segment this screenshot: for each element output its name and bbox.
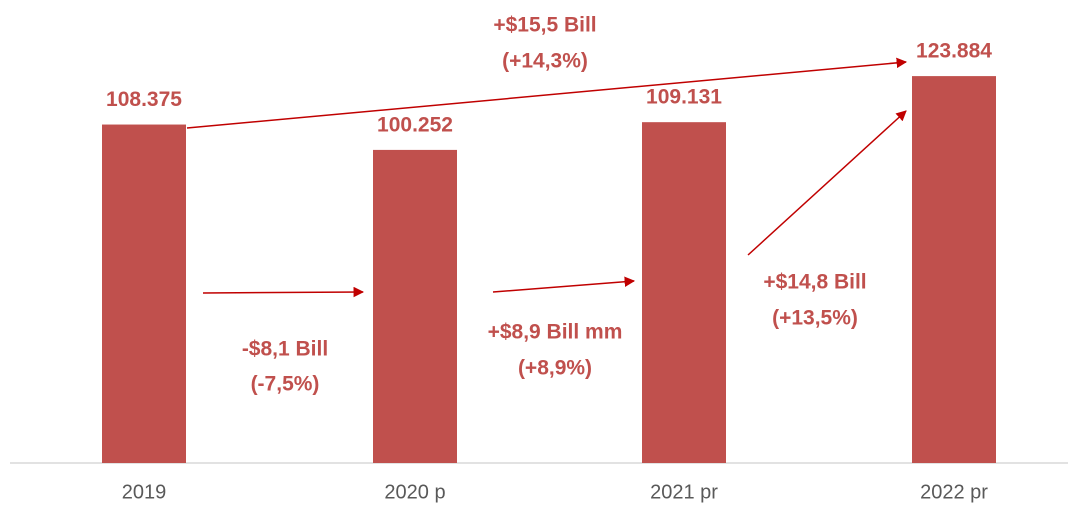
x-tick-label: 2020 p xyxy=(384,481,445,503)
arrow xyxy=(492,276,636,293)
annotation: (+8,9%) xyxy=(518,357,592,380)
arrow xyxy=(202,286,365,298)
annotation: (+13,5%) xyxy=(772,307,858,330)
x-tick-label: 2022 pr xyxy=(920,481,988,503)
value-label: 109.131 xyxy=(646,86,722,109)
bar xyxy=(102,124,186,464)
annotation: +$8,9 Bill mm xyxy=(488,321,623,344)
annotation: -$8,1 Bill xyxy=(242,338,328,361)
bar xyxy=(373,149,457,464)
bar xyxy=(642,122,726,464)
annotation: +$15,5 Bill xyxy=(493,14,596,37)
value-label: 108.375 xyxy=(106,88,182,111)
annotation: +$14,8 Bill xyxy=(763,271,866,294)
x-tick-label: 2021 pr xyxy=(650,481,718,503)
arrow xyxy=(747,110,907,256)
value-label: 123.884 xyxy=(916,40,992,63)
annotation: (+14,3%) xyxy=(502,50,588,73)
arrow xyxy=(186,57,908,129)
annotation: (-7,5%) xyxy=(251,373,320,396)
value-label: 100.252 xyxy=(377,113,453,136)
x-tick-label: 2019 xyxy=(122,481,167,503)
bar xyxy=(912,76,996,463)
